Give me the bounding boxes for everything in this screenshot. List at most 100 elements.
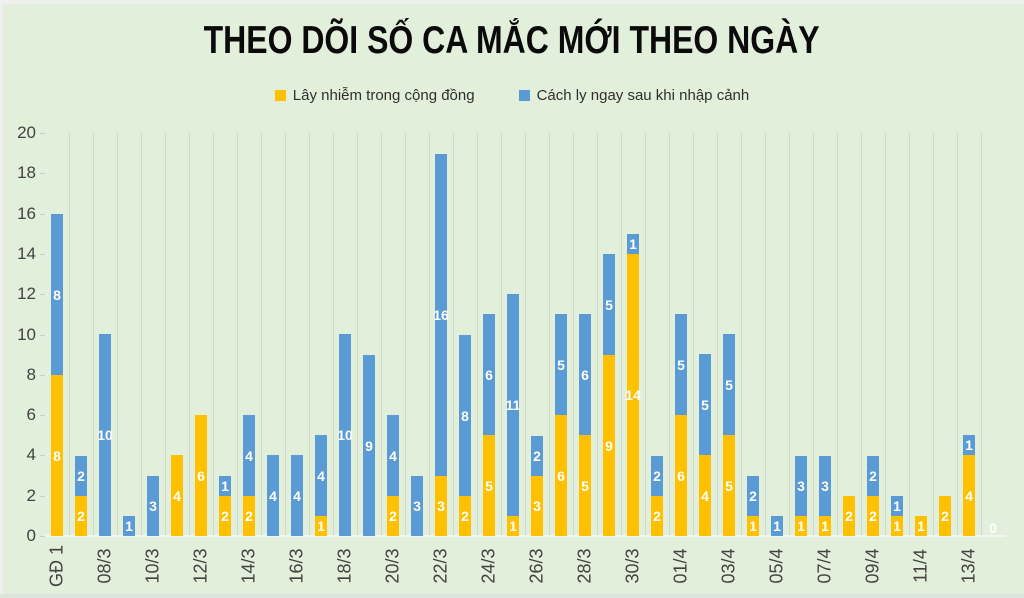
grid-line bbox=[957, 133, 958, 536]
grid-line bbox=[237, 133, 238, 536]
y-axis-tick bbox=[40, 415, 45, 416]
y-axis-label: 14 bbox=[17, 244, 36, 263]
bar-value-label: 1 bbox=[125, 518, 133, 534]
bar-value-label: 6 bbox=[677, 467, 685, 484]
y-axis-label: 4 bbox=[26, 445, 36, 464]
bar-segment-community: 1 bbox=[819, 516, 831, 536]
bar-value-label: 3 bbox=[797, 478, 805, 494]
bar-value-label: 2 bbox=[869, 468, 877, 484]
bar-segment-community: 4 bbox=[699, 455, 711, 536]
y-axis-tick bbox=[40, 133, 45, 134]
y-axis-label: 16 bbox=[17, 204, 36, 223]
bar-value-label: 6 bbox=[197, 467, 205, 484]
y-axis-tick bbox=[40, 294, 45, 295]
bar-value-label: 2 bbox=[749, 488, 757, 504]
x-axis-label: 16/3 bbox=[286, 548, 307, 584]
bar-value-label: 1 bbox=[917, 518, 925, 534]
bar-value-label: 1 bbox=[221, 478, 229, 494]
bar-segment-quarantine: 5 bbox=[603, 254, 615, 355]
x-axis-label: 07/4 bbox=[814, 548, 835, 584]
bar-segment-quarantine: 1 bbox=[627, 234, 639, 254]
grid-line bbox=[429, 133, 430, 536]
bar-value-label: 10 bbox=[337, 427, 353, 443]
bar-segment-quarantine: 16 bbox=[433, 154, 449, 476]
x-axis-label: 05/4 bbox=[766, 548, 787, 584]
y-axis-tick bbox=[40, 375, 45, 376]
bar-value-label: 8 bbox=[461, 407, 469, 424]
bar-value-label: 2 bbox=[77, 508, 85, 524]
y-axis-label: 2 bbox=[26, 486, 36, 505]
bar-value-label: 2 bbox=[845, 508, 853, 524]
legend-swatch-community bbox=[274, 89, 286, 101]
bar-value-label: 2 bbox=[461, 508, 469, 524]
bar-segment-quarantine: 1 bbox=[891, 496, 903, 516]
bar-segment-quarantine: 1 bbox=[771, 516, 783, 536]
grid-line bbox=[285, 133, 286, 536]
grid-line bbox=[69, 133, 70, 536]
bar-segment-quarantine: 5 bbox=[555, 314, 567, 415]
bar-segment-quarantine: 10 bbox=[97, 334, 113, 536]
grid-line bbox=[189, 133, 190, 536]
bar-value-label: 2 bbox=[221, 508, 229, 524]
bar-value-label: 2 bbox=[533, 448, 541, 464]
grid-line bbox=[549, 133, 550, 536]
bar-segment-quarantine: 3 bbox=[411, 476, 423, 536]
bar-segment-community: 8 bbox=[51, 375, 63, 536]
bar-value-label: 4 bbox=[269, 487, 277, 504]
bar-segment-community: 3 bbox=[531, 476, 543, 536]
bar-value-label: 1 bbox=[893, 498, 901, 514]
grid-line bbox=[213, 133, 214, 536]
bar-segment-community: 6 bbox=[195, 415, 207, 536]
x-axis-label: 11/4 bbox=[910, 549, 931, 583]
grid-line bbox=[861, 133, 862, 536]
x-axis-label: 13/4 bbox=[958, 548, 979, 584]
grid-line bbox=[141, 133, 142, 536]
bar-value-label: 5 bbox=[581, 477, 589, 494]
bar-value-label: 1 bbox=[893, 518, 901, 534]
bar-value-label: 5 bbox=[557, 356, 565, 373]
bar-segment-community: 1 bbox=[315, 516, 327, 536]
bar-value-label: 3 bbox=[821, 478, 829, 494]
bar-segment-community: 14 bbox=[625, 254, 641, 536]
bar-value-label: 5 bbox=[725, 376, 733, 393]
grid-line bbox=[741, 133, 742, 536]
bar-value-label: 11 bbox=[505, 397, 521, 413]
bar-segment-community: 5 bbox=[579, 435, 591, 536]
bar-value-label: 1 bbox=[965, 437, 973, 453]
bar-segment-quarantine: 2 bbox=[867, 456, 879, 496]
bar-value-label: 2 bbox=[869, 508, 877, 524]
grid-line bbox=[165, 133, 166, 536]
bar-value-label: 2 bbox=[653, 508, 661, 524]
bar-value-label: 8 bbox=[53, 286, 61, 303]
bar-value-label: 1 bbox=[773, 518, 781, 534]
grid-line bbox=[357, 133, 358, 536]
plot-area: 0 2 4 6 8 10 12 14 16 18 20 8 8 2 2 10 1 3 4 6 2 1 2 4 4 4 1 4 10 9 2 4… bbox=[17, 124, 1006, 544]
grid-line bbox=[501, 133, 502, 536]
bar-value-label: 1 bbox=[821, 518, 829, 534]
bar-segment-quarantine: 2 bbox=[747, 476, 759, 516]
bar-value-label: 8 bbox=[53, 447, 61, 464]
bar-segment-community: 1 bbox=[507, 516, 519, 536]
grid-line bbox=[1005, 133, 1006, 536]
bar-value-label: 4 bbox=[293, 487, 301, 504]
y-axis-tick bbox=[40, 254, 45, 255]
grid-line bbox=[621, 133, 622, 536]
bar-segment-quarantine: 5 bbox=[723, 334, 735, 435]
bar-segment-quarantine: 6 bbox=[483, 314, 495, 435]
bar-segment-community: 2 bbox=[651, 496, 663, 536]
grid-line bbox=[717, 133, 718, 536]
slide-bottom-border bbox=[0, 594, 1024, 598]
x-axis-label: 03/4 bbox=[718, 548, 739, 584]
x-axis-label: 22/3 bbox=[430, 548, 451, 584]
grid-line bbox=[597, 133, 598, 536]
bar-segment-community: 2 bbox=[939, 496, 951, 536]
bar-value-label: 4 bbox=[317, 467, 325, 484]
y-axis-tick bbox=[40, 173, 45, 174]
bar-value-label: 3 bbox=[437, 498, 445, 514]
bar-segment-community: 1 bbox=[747, 516, 759, 536]
legend-item-quarantine: Cách ly ngay sau khi nhập cảnh bbox=[518, 87, 749, 104]
bar-segment-quarantine: 3 bbox=[147, 476, 159, 536]
legend-label-community: Lây nhiễm trong cộng đồng bbox=[292, 86, 475, 104]
bar-segment-community: 6 bbox=[675, 415, 687, 536]
grid-line bbox=[477, 133, 478, 536]
